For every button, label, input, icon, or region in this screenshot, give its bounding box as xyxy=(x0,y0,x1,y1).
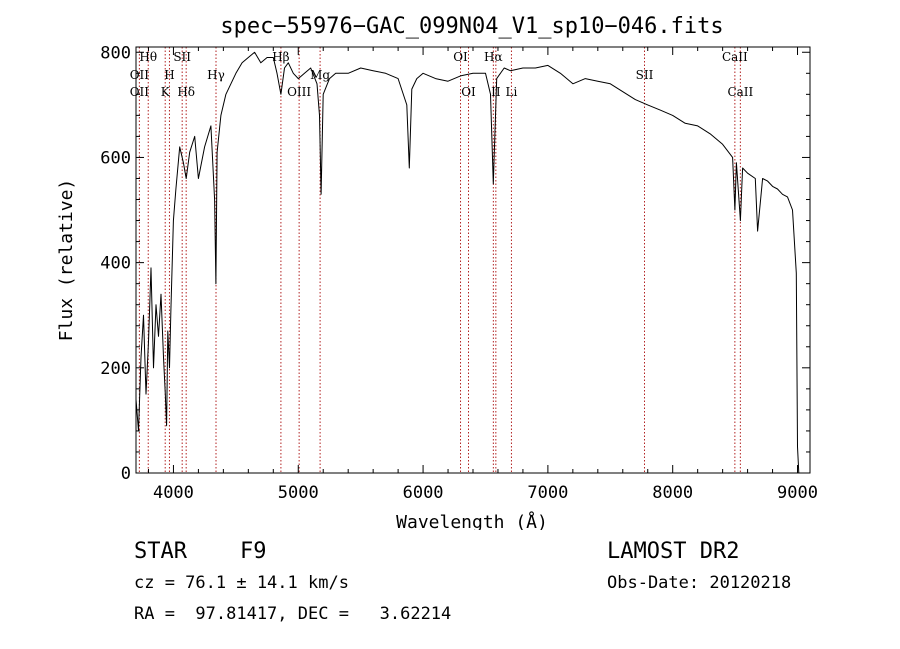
survey-label: LAMOST DR2 xyxy=(607,539,740,564)
line-label-6: Hδ xyxy=(177,85,195,99)
coords-readout: RA = 97.81417, DEC = 3.62214 xyxy=(134,604,452,624)
spectrum-line-0 xyxy=(135,51,800,474)
y-axis-label: Flux (relative) xyxy=(56,179,77,342)
y-tick-label-1: 200 xyxy=(100,359,131,379)
x-tick-label-5: 9000 xyxy=(777,483,818,503)
line-label-3: SII xyxy=(173,50,191,64)
obs-date: Obs-Date: 20120218 xyxy=(607,573,792,593)
series-group xyxy=(135,51,800,474)
line-label-13: Hα xyxy=(484,50,503,64)
line-label-18: CaII xyxy=(727,85,753,99)
y-tick-label-4: 800 xyxy=(100,43,131,63)
line-label-4: H xyxy=(164,68,174,82)
x-tick-label-2: 6000 xyxy=(403,483,444,503)
line-label-2: OII xyxy=(130,85,150,99)
line-label-14: II xyxy=(491,85,501,99)
cz-readout: cz = 76.1 ± 14.1 km/s xyxy=(134,573,349,593)
line-label-16: SII xyxy=(636,68,654,82)
line-label-15: Li xyxy=(506,85,518,99)
subclass-label: F9 xyxy=(240,539,267,564)
class-label: STAR xyxy=(134,539,187,564)
line-label-17: CaII xyxy=(722,50,748,64)
x-tick-label-3: 7000 xyxy=(527,483,568,503)
x-tick-label-4: 8000 xyxy=(652,483,693,503)
x-tick-label-1: 5000 xyxy=(278,483,319,503)
line-label-10: Mg xyxy=(310,68,330,82)
line-labels: Hθ OII OII SII HK Hδ Hγ Hβ OIII Mg OI OI Hα II Li SII Ca… xyxy=(130,50,754,99)
marker-lines xyxy=(138,47,741,473)
axis-ticks: 4000 5000 6000 7000 8000 9000 0 200 400 600 800 xyxy=(100,43,818,503)
line-label-1: OII xyxy=(130,68,150,82)
line-label-11: OI xyxy=(453,50,468,64)
plot-frame xyxy=(135,46,811,474)
line-label-12: OI xyxy=(461,85,476,99)
y-tick-label-0: 0 xyxy=(121,464,131,484)
x-tick-label-0: 4000 xyxy=(153,483,194,503)
y-tick-label-2: 400 xyxy=(100,254,131,274)
x-axis-label: Wavelength (Å) xyxy=(396,511,548,530)
chart-title: spec−55976−GAC_099N04_V1_sp10−046.fits xyxy=(220,14,723,39)
line-label-7: Hγ xyxy=(207,68,225,82)
line-label-8: Hβ xyxy=(272,50,289,64)
spectrum-chart: spec−55976−GAC_099N04_V1_sp10−046.fits 4… xyxy=(56,14,818,530)
y-tick-label-3: 600 xyxy=(100,148,131,168)
line-label-9: OIII xyxy=(287,85,311,99)
line-label-5: K xyxy=(161,85,171,99)
line-label-0: Hθ xyxy=(139,50,157,64)
